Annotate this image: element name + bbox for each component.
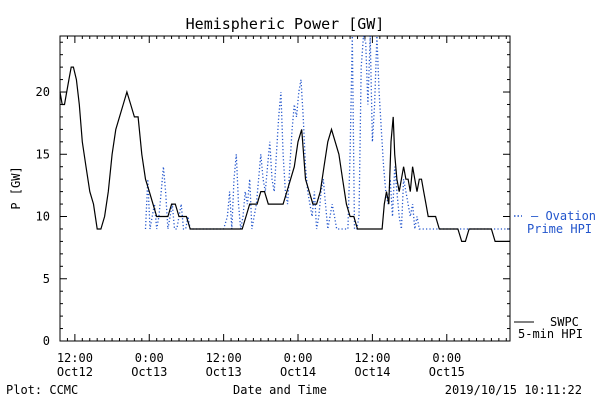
x-axis-label: Date and Time: [233, 383, 327, 397]
y-axis-label: P [GW]: [9, 166, 23, 209]
legend-ovation-line2: Prime HPI: [527, 222, 592, 236]
y-tick-label: 10: [36, 210, 50, 224]
series-swpc-line: [59, 66, 510, 242]
x-tick-time-label: 0:00: [284, 351, 313, 365]
x-tick-date-label: Oct15: [429, 365, 465, 379]
y-tick-label: 5: [43, 272, 50, 286]
legend-swpc-line1: SWPC: [550, 315, 579, 329]
legend: — Ovation Prime HPI SWPC 5-min HPI: [514, 209, 596, 341]
footer-plot-credit: Plot: CCMC: [6, 383, 78, 397]
series-ovation-prime-line: [144, 35, 510, 230]
x-tick-date-label: Oct14: [280, 365, 316, 379]
plot-frame: [59, 35, 511, 342]
y-tick-label: 15: [36, 147, 50, 161]
x-tick-date-label: Oct14: [354, 365, 390, 379]
x-tick-time-label: 0:00: [432, 351, 461, 365]
x-tick-time-label: 12:00: [57, 351, 93, 365]
x-tick-time-label: 12:00: [354, 351, 390, 365]
x-tick-date-label: Oct13: [206, 365, 242, 379]
chart-title: Hemispheric Power [GW]: [186, 15, 385, 33]
footer-timestamp: 2019/10/15 10:11:22: [445, 383, 582, 397]
x-axis-ticks: 12:00Oct120:00Oct1312:00Oct130:00Oct1412…: [57, 36, 507, 379]
legend-swpc-line2: 5-min HPI: [518, 327, 583, 341]
y-axis-ticks: 0 5 10 15 20: [36, 41, 510, 348]
y-tick-label: 20: [36, 85, 50, 99]
x-tick-time-label: 12:00: [206, 351, 242, 365]
x-tick-date-label: Oct12: [57, 365, 93, 379]
legend-ovation-line1: — Ovation: [531, 209, 596, 223]
x-tick-time-label: 0:00: [135, 351, 164, 365]
series-layer: [59, 35, 510, 242]
x-tick-date-label: Oct13: [131, 365, 167, 379]
y-tick-label: 0: [43, 334, 50, 348]
